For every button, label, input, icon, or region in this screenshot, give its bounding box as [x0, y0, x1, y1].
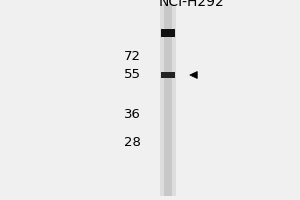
Text: NCI-H292: NCI-H292: [159, 0, 225, 9]
Bar: [161, 29, 175, 37]
Text: 28: 28: [124, 137, 141, 150]
Bar: [164, 4, 172, 196]
Text: 55: 55: [124, 68, 141, 82]
Text: 36: 36: [124, 108, 141, 120]
Bar: [161, 72, 175, 78]
Polygon shape: [190, 72, 197, 78]
Bar: [160, 4, 176, 196]
Text: 72: 72: [124, 49, 141, 62]
